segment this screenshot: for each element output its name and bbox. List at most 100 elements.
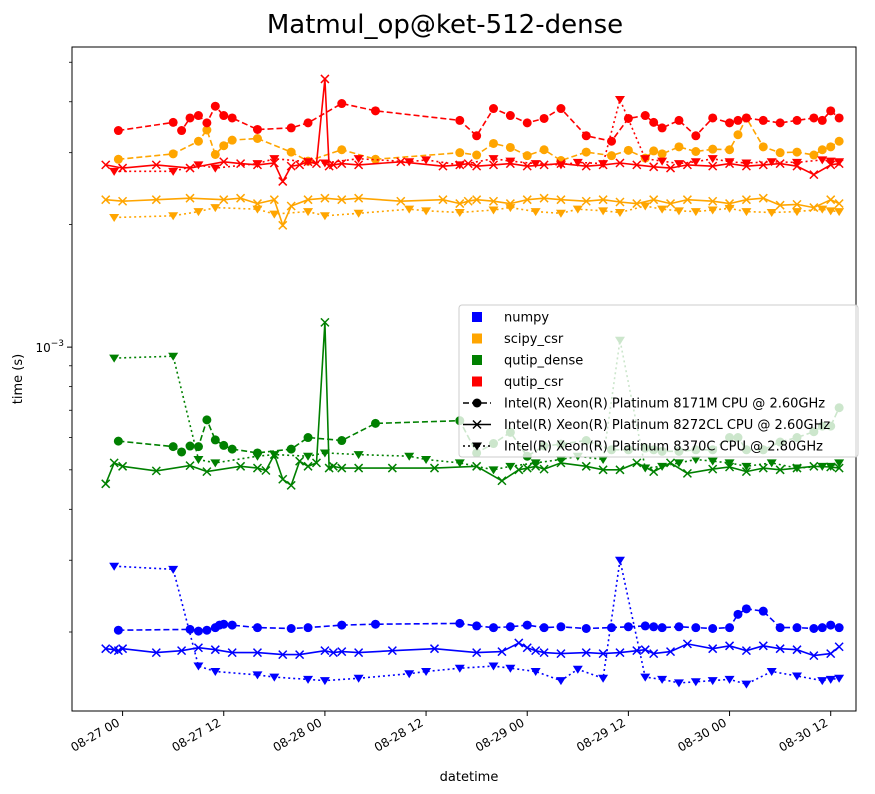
x-stroke (219, 157, 229, 167)
data-point (758, 463, 768, 473)
data-point (657, 623, 667, 633)
data-point (724, 675, 735, 684)
x-stroke (101, 479, 111, 489)
legend-entry: scipy_csr (472, 332, 564, 347)
x-stroke (295, 650, 305, 660)
data-point (319, 677, 330, 686)
x-stroke (615, 648, 625, 658)
data-point (168, 149, 178, 159)
data-point (539, 160, 549, 170)
legend-label: scipy_csr (504, 332, 564, 347)
data-point (690, 678, 701, 687)
data-point (640, 464, 651, 473)
data-point (834, 463, 844, 473)
x-tick-label: 08-29 00 (473, 715, 527, 754)
data-point (758, 606, 768, 616)
x-stroke (775, 644, 785, 654)
x-stroke (472, 195, 482, 205)
x-stroke (354, 193, 364, 203)
data-point (489, 623, 499, 633)
data-point (690, 158, 701, 167)
x-stroke (236, 159, 246, 169)
data-point (202, 125, 212, 135)
data-point (252, 671, 263, 680)
x-stroke (497, 476, 507, 486)
data-point (834, 674, 845, 683)
data-point (193, 442, 203, 452)
x-stroke (556, 649, 566, 659)
data-point (185, 163, 195, 173)
data-point (227, 648, 237, 658)
data-point (725, 145, 735, 155)
x-axis-label: datetime (440, 770, 499, 785)
data-point (210, 204, 221, 213)
data-point (555, 209, 566, 218)
data-point (640, 621, 650, 631)
x-tick-label: 08-30 12 (776, 715, 830, 754)
data-point (151, 648, 161, 658)
data-point (210, 645, 220, 655)
data-point (581, 461, 591, 471)
data-point (632, 160, 642, 170)
data-point (438, 161, 448, 171)
data-point (741, 646, 751, 656)
x-stroke (118, 196, 128, 206)
x-stroke (463, 196, 473, 206)
x-stroke (236, 193, 246, 203)
data-point (725, 623, 735, 633)
data-point (826, 649, 836, 659)
x-tick-label: 08-27 12 (170, 715, 224, 754)
legend-label: numpy (504, 311, 549, 326)
data-point (303, 675, 314, 684)
data-point (766, 668, 777, 677)
x-tick-label: 08-28 00 (271, 715, 325, 754)
data-point (113, 126, 123, 136)
data-point (707, 155, 718, 164)
x-stroke (472, 419, 482, 430)
data-point (454, 664, 465, 673)
series-line (118, 102, 840, 143)
legend-entry: qutip_csr (472, 375, 564, 390)
x-stroke (463, 159, 473, 169)
x-stroke (320, 74, 330, 84)
x-stroke (682, 160, 692, 170)
data-point (505, 111, 515, 121)
data-point (370, 418, 380, 428)
data-point (530, 208, 541, 217)
data-point (472, 131, 482, 141)
x-stroke (337, 195, 347, 205)
legend-label: Intel(R) Xeon(R) Platinum 8171M CPU @ 2.… (504, 397, 825, 412)
x-stroke (320, 317, 330, 327)
data-point (666, 647, 676, 657)
x-stroke (725, 641, 735, 651)
x-stroke (598, 649, 608, 659)
series-line (105, 78, 840, 184)
data-point (775, 623, 785, 633)
data-point (193, 208, 204, 217)
x-stroke (278, 650, 288, 660)
x-stroke (387, 463, 397, 473)
data-point (113, 436, 123, 446)
data-point (809, 150, 819, 160)
series-qutip_csr-8171M (113, 99, 844, 146)
x-stroke (826, 195, 836, 205)
data-point (404, 205, 415, 214)
data-point (615, 158, 625, 168)
data-point (455, 618, 465, 628)
x-stroke (429, 644, 440, 654)
data-point (295, 650, 305, 660)
data-point (387, 463, 397, 473)
data-point (826, 620, 836, 630)
x-stroke (682, 639, 692, 649)
data-point (177, 447, 187, 457)
data-point (269, 451, 280, 460)
data-point (791, 208, 802, 217)
data-point (328, 160, 338, 170)
x-stroke (337, 647, 347, 657)
data-point (328, 648, 338, 658)
data-point (792, 115, 802, 125)
data-point (522, 161, 532, 171)
x-stroke (775, 200, 785, 210)
data-point (766, 459, 777, 468)
data-point (826, 106, 836, 116)
